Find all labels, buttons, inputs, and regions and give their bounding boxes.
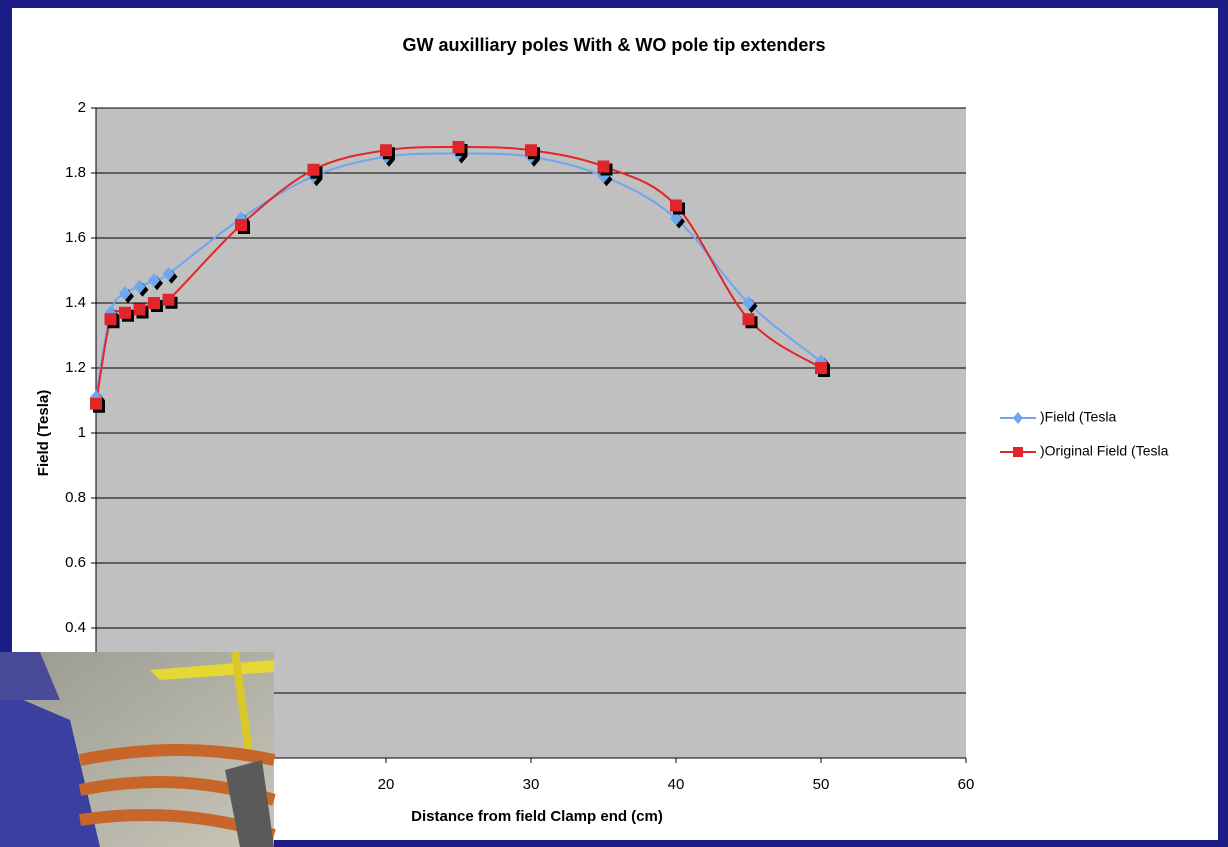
marker [90,398,102,410]
marker [453,141,465,153]
y-tick-label: 2 [78,99,86,116]
marker [148,297,160,309]
legend-label: )Original Field (Tesla [1040,443,1169,459]
x-tick-label: 50 [813,776,830,793]
slide: 00.20.40.60.811.21.41.61.820102030405060… [0,0,1228,847]
y-axis-title: Field (Tesla) [35,390,52,476]
legend-label: )Field (Tesla [1040,409,1116,425]
chart-title: GW auxilliary poles With & WO pole tip e… [403,35,826,55]
x-tick-label: 30 [523,776,540,793]
marker [380,144,392,156]
y-tick-label: 1 [78,424,86,441]
page: {"chart_data": {"type": "line", "title":… [0,0,1228,847]
y-tick-label: 1.6 [65,229,86,246]
marker [163,294,175,306]
photo [0,652,274,847]
y-tick-label: 1.2 [65,359,86,376]
x-tick-label: 40 [668,776,685,793]
y-tick-label: 0.6 [65,554,86,571]
marker [598,161,610,173]
marker [235,219,247,231]
y-tick-label: 1.4 [65,294,86,311]
x-axis-title: Distance from field Clamp end (cm) [411,808,663,825]
x-tick-label: 20 [378,776,395,793]
marker [743,313,755,325]
marker [815,362,827,374]
y-tick-label: 0.8 [65,489,86,506]
marker [670,200,682,212]
marker [134,304,146,316]
y-tick-label: 0.4 [65,619,86,636]
legend-marker [1013,447,1023,457]
y-tick-label: 1.8 [65,164,86,181]
marker [525,144,537,156]
marker [119,307,131,319]
marker [105,313,117,325]
marker [308,164,320,176]
x-tick-label: 60 [958,776,975,793]
